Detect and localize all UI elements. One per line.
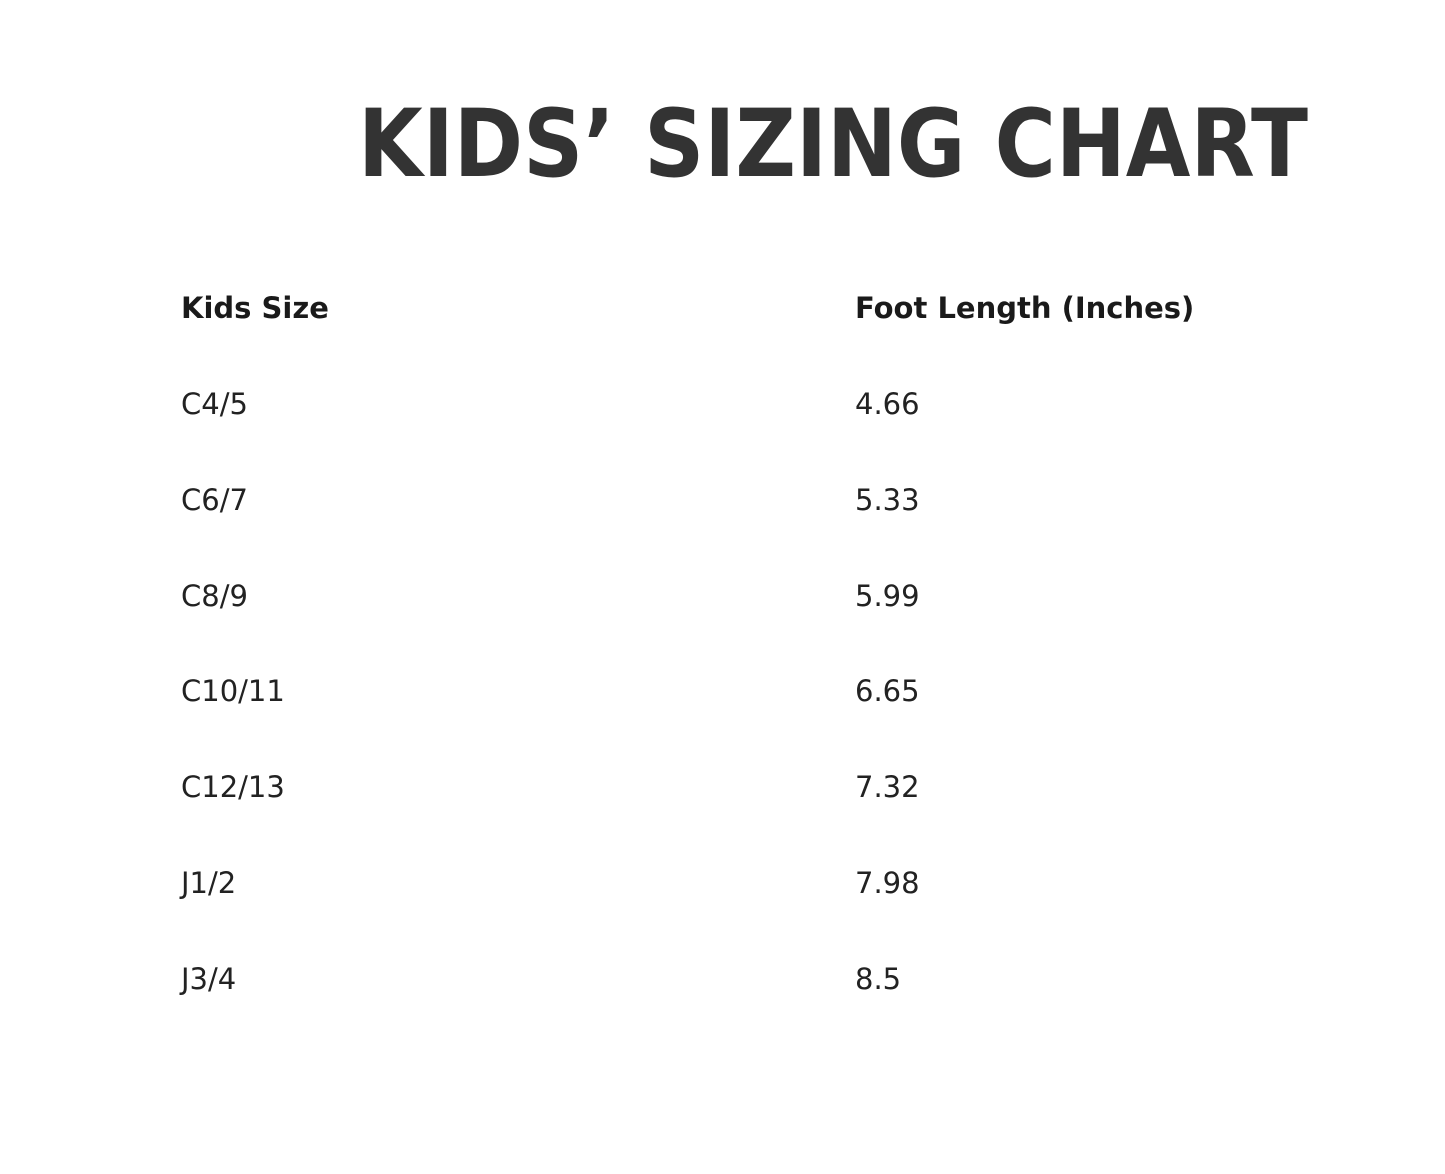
length-cell: 5.33	[855, 482, 920, 517]
size-cell: C4/5	[181, 387, 248, 421]
size-cell: C12/13	[181, 770, 285, 805]
size-cell: J3/4	[181, 961, 237, 996]
size-cell: C8/9	[181, 578, 248, 613]
length-cell: 8.5	[855, 961, 902, 996]
column-header: Kids Size	[181, 291, 329, 325]
title-area: KIDS’ SIZING CHART	[358, 90, 1308, 199]
chart-title: KIDS’ SIZING CHART	[358, 90, 1308, 199]
column-header: Foot Length (Inches)	[855, 291, 1195, 325]
size-cell: J1/2	[181, 866, 237, 900]
length-cell: 4.66	[855, 387, 920, 421]
length-cell: 7.98	[855, 866, 920, 900]
size-cell: C6/7	[181, 482, 248, 517]
length-cell: 5.99	[855, 578, 920, 613]
length-cell: 7.32	[855, 770, 920, 805]
size-cell: C10/11	[181, 674, 285, 709]
length-cell: 6.65	[855, 674, 920, 709]
